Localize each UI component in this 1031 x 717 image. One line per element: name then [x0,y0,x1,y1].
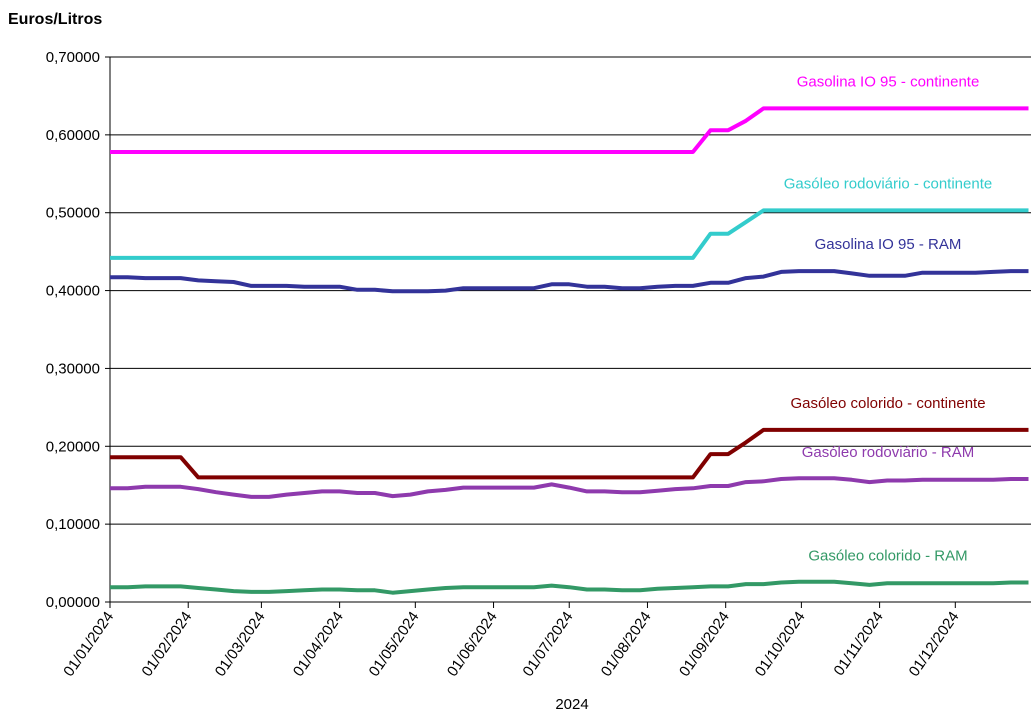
x-tick-label: 01/02/2024 [139,609,196,680]
series-label: Gasolina IO 95 - continente [797,73,980,90]
x-tick-label: 01/03/2024 [212,609,269,680]
x-tick-label: 01/01/2024 [60,609,117,680]
x-tick-label: 01/05/2024 [366,609,423,680]
series-label: Gasóleo rodoviário - continente [784,175,992,192]
x-tick-label: 01/11/2024 [831,609,887,679]
series-line [110,427,1029,480]
x-tick-label: 01/09/2024 [676,609,733,680]
y-tick-label: 0,50000 [46,205,100,222]
series-line [110,106,1029,154]
series-label: Gasóleo rodoviário - RAM [802,444,975,461]
series-label: Gasóleo colorido - RAM [808,548,967,565]
y-tick-label: 0,30000 [46,360,100,377]
series-label: Gasóleo colorido - continente [790,395,985,412]
y-tick-label: 0,70000 [46,49,100,66]
y-tick-label: 0,60000 [46,127,100,144]
x-axis-label: 2024 [555,696,588,713]
series-line [110,269,1029,294]
y-tick-label: 0,10000 [46,516,100,533]
series-label: Gasolina IO 95 - RAM [815,236,962,253]
y-tick-label: 0,40000 [46,283,100,300]
y-tick-label: 0,20000 [46,438,100,455]
x-tick-label: 01/12/2024 [906,609,963,680]
x-tick-label: 01/04/2024 [290,609,347,680]
x-tick-label: 01/08/2024 [598,609,655,680]
y-axis-title: Euros/Litros [8,11,102,28]
series-line [110,476,1029,499]
x-tick-label: 01/06/2024 [444,609,501,680]
series-line [110,579,1029,595]
series-line [110,208,1029,260]
y-tick-label: 0,00000 [46,594,100,611]
x-tick-label: 01/10/2024 [752,609,809,680]
x-tick-label: 01/07/2024 [520,609,577,680]
